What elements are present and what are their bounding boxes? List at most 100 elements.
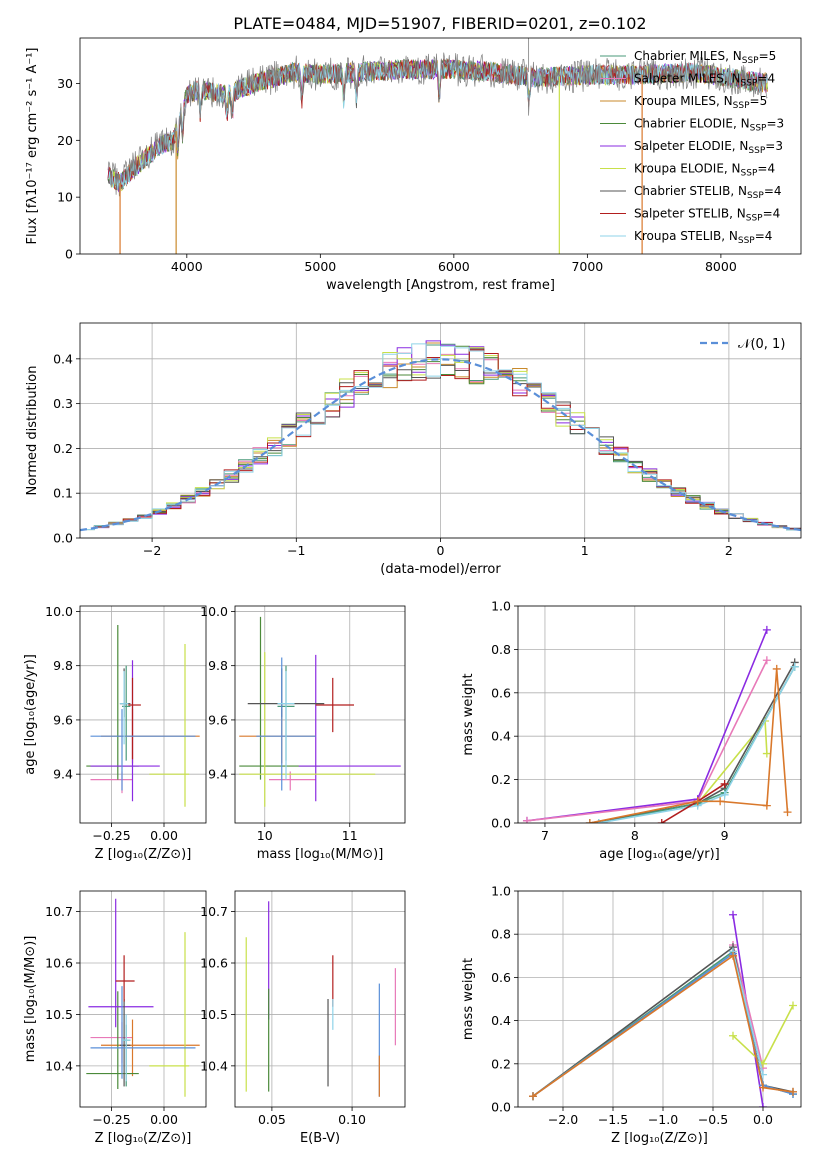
- x-tick-label: 8000: [705, 259, 737, 274]
- weight-marker: [762, 656, 771, 665]
- y-tick-label: 10.7: [45, 904, 73, 919]
- axes-frame: [79, 37, 802, 255]
- y-tick-label: 9.4: [208, 767, 228, 782]
- y-tick-label: 0: [65, 247, 73, 262]
- legend-label: Kroupa STELIB, NSSP=4: [634, 229, 772, 246]
- legend-name: Kroupa MILES, N: [634, 94, 733, 108]
- weight-marker: [759, 1103, 767, 1107]
- x-tick-label: −0.25: [92, 1112, 130, 1127]
- legend-name: Salpeter ELODIE, N: [634, 139, 748, 153]
- y-tick-label: 0.0: [53, 531, 73, 546]
- legend-sub: SSP: [733, 101, 750, 111]
- y-tick-label: 10.0: [45, 604, 73, 619]
- histogram-salpeter-elodie: [80, 340, 801, 530]
- weight-line-salpeter-miles: [526, 659, 768, 822]
- errorbar-point-chabrier-elodie: [239, 616, 320, 780]
- axes-frame: [79, 890, 207, 1108]
- x-tick-label: −2: [143, 543, 161, 558]
- legend-label: Salpeter MILES, NSSP=4: [634, 72, 775, 89]
- plot-massweight-vs-metallicity: −2.0 −1.5 −1.0 −0.5 0.0 0.0 0.2 0.4 0.6 0.8 1.0 Z […: [461, 884, 802, 1146]
- weight-line-salpeter-elodie: [526, 629, 768, 822]
- y-tick-label: 10.4: [45, 1058, 73, 1073]
- plot-spectrum: 4000 5000 6000 7000 8000 0 10 20 30 wavelength [A…: [25, 37, 802, 293]
- errorbar-point-kroupa-stelib: [277, 671, 295, 780]
- y-tick-label: 9.6: [208, 712, 228, 727]
- x-axis-label: age [log₁₀(age/yr)]: [599, 847, 720, 862]
- legend-tail: =3: [765, 139, 783, 153]
- y-tick-label: 10.6: [45, 956, 73, 971]
- weight-line-salpeter-miles: [732, 944, 764, 1069]
- weight-marker: [594, 819, 603, 823]
- y-tick-label: 10.5: [200, 1007, 228, 1022]
- axes-frame: [234, 605, 406, 824]
- y-tick-label: 0.8: [491, 927, 511, 942]
- legend-tail: =5: [759, 49, 777, 63]
- legend-sub: SSP: [742, 56, 759, 66]
- legend-label: Chabrier STELIB, NSSP=4: [634, 184, 782, 201]
- y-tick-label: 30: [57, 76, 73, 91]
- legend-sub: SSP: [748, 146, 765, 156]
- x-tick-label: 6000: [438, 259, 470, 274]
- legend-sub: SSP: [750, 124, 767, 134]
- legend-sub: SSP: [738, 236, 755, 246]
- legend-name: Chabrier MILES, N: [634, 49, 742, 63]
- legend-label: Kroupa ELODIE, NSSP=4: [634, 162, 775, 179]
- errorbar-point-kroupa-elodie: [239, 652, 376, 807]
- spectrum-observed: [107, 52, 768, 197]
- weight-marker: [790, 662, 799, 671]
- errorbar-point-kroupa-elodie: [149, 932, 190, 1097]
- weight-marker: [789, 1001, 797, 1010]
- y-tick-label: 0.2: [53, 441, 73, 456]
- legend-tail: =5: [750, 94, 768, 108]
- y-axis-label: Normed distribution: [25, 366, 40, 496]
- figure-title: PLATE=0484, MJD=51907, FIBERID=0201, z=0…: [233, 14, 646, 33]
- x-tick-label: 10: [257, 828, 273, 843]
- legend-tail: =3: [766, 117, 784, 131]
- legend-label-normal: 𝒩(0, 1): [738, 337, 785, 352]
- y-tick-label: 1.0: [491, 599, 511, 614]
- legend-label: Salpeter STELIB, NSSP=4: [634, 207, 780, 224]
- x-tick-label: 9: [721, 828, 729, 843]
- y-tick-label: 9.4: [53, 767, 73, 782]
- y-axis-label: Flux [fλ10⁻¹⁷ erg cm⁻² s⁻¹ A⁻¹]: [25, 48, 40, 245]
- x-axis-label: (data-model)/error: [380, 562, 501, 577]
- axes-frame: [517, 605, 802, 824]
- x-tick-label: 7: [541, 828, 549, 843]
- axes-frame: [234, 890, 406, 1108]
- legend-name: Chabrier ELODIE, N: [634, 117, 750, 131]
- y-tick-label: 10.0: [200, 604, 228, 619]
- errorbar-point-salpeter-stelib: [115, 955, 135, 1002]
- weight-marker: [529, 1092, 537, 1101]
- x-tick-label: 0.00: [150, 828, 178, 843]
- weight-marker: [789, 1087, 797, 1096]
- legend-tail: =4: [757, 72, 775, 86]
- histogram-kroupa-stelib: [80, 343, 801, 531]
- plot-age-vs-metallicity: −0.25 0.00 9.4 9.6 9.8 10.0 Z [log₁₀(Z/Z⊙)] age…: [23, 604, 207, 862]
- y-tick-label: 0.2: [491, 772, 511, 787]
- legend-name: Salpeter STELIB, N: [634, 207, 746, 221]
- y-tick-label: 0.1: [53, 486, 73, 501]
- plot-area: [245, 901, 396, 1097]
- legend-name: Kroupa ELODIE, N: [634, 162, 741, 176]
- weight-line-kroupa-stelib: [598, 666, 796, 823]
- y-tick-label: 0.6: [491, 970, 511, 985]
- x-tick-label: −1.5: [598, 1112, 628, 1127]
- legend-label: Salpeter ELODIE, NSSP=3: [634, 139, 783, 156]
- weight-marker: [729, 1031, 737, 1040]
- legend-label: Kroupa MILES, NSSP=5: [634, 94, 767, 111]
- x-tick-label: 8: [631, 828, 639, 843]
- errorbar-point-chabrier-miles: [122, 665, 131, 761]
- y-tick-label: 10.6: [200, 956, 228, 971]
- x-tick-label: −0.5: [698, 1112, 728, 1127]
- weight-marker: [729, 910, 737, 919]
- x-axis-label: mass [log₁₀(M/M⊙)]: [257, 847, 384, 862]
- errorbar-point-extra-blue: [90, 986, 196, 1079]
- plot-residuals: −2 −1 0 1 2 0.0 0.1 0.2 0.3 0.4 (data-model)/error…: [25, 322, 802, 577]
- plot-area: [80, 340, 801, 532]
- legend-name: Salpeter MILES, N: [634, 72, 741, 86]
- errorbar-point-kroupa-stelib: [122, 1014, 131, 1082]
- y-tick-label: 0.8: [491, 642, 511, 657]
- weight-marker: [720, 790, 729, 799]
